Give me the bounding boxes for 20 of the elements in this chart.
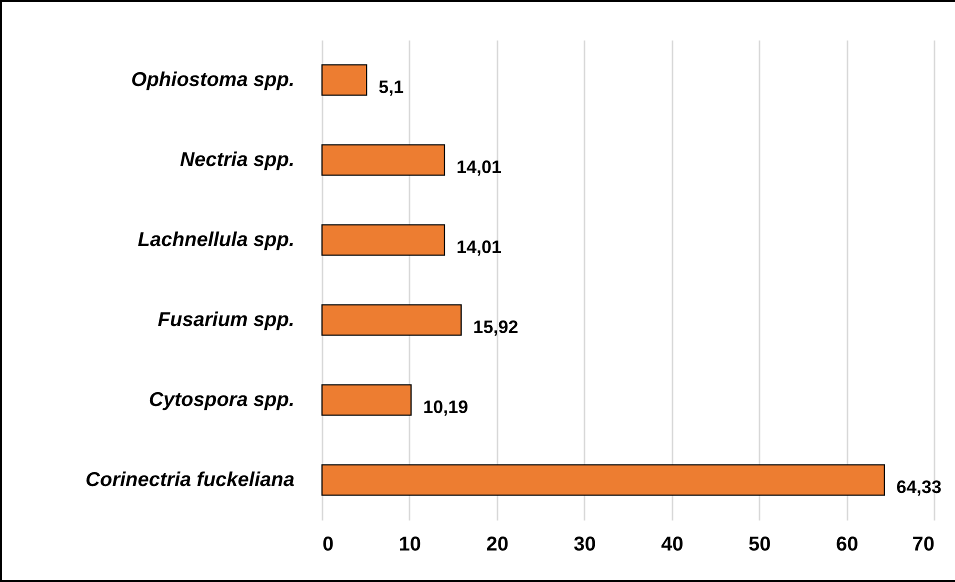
data-label: 14,01 <box>456 157 502 177</box>
y-tick-label: Fusarium spp. <box>158 309 294 331</box>
y-tick-label: Nectria spp. <box>180 149 294 171</box>
x-tick-label: 60 <box>836 534 858 556</box>
y-tick-label: Cytospora spp. <box>148 389 294 411</box>
x-tick-label: 70 <box>912 534 934 556</box>
data-label: 10,19 <box>423 397 468 417</box>
x-tick-label: 50 <box>748 534 771 556</box>
data-label: 5,1 <box>378 77 404 97</box>
y-tick-label: Corinectria fuckeliana <box>86 469 294 491</box>
data-label: 14,01 <box>456 237 502 257</box>
data-label: 15,92 <box>473 317 518 337</box>
y-tick-label: Lachnellula spp. <box>138 229 294 251</box>
x-tick-label: 30 <box>574 534 596 556</box>
x-tick-label: 20 <box>486 534 508 556</box>
x-tick-label: 10 <box>398 534 422 556</box>
y-tick-label: Ophiostoma spp. <box>131 69 294 91</box>
x-tick-label: 0 <box>322 534 334 556</box>
data-label: 64,33 <box>896 477 942 497</box>
x-tick-label: 40 <box>661 534 684 556</box>
